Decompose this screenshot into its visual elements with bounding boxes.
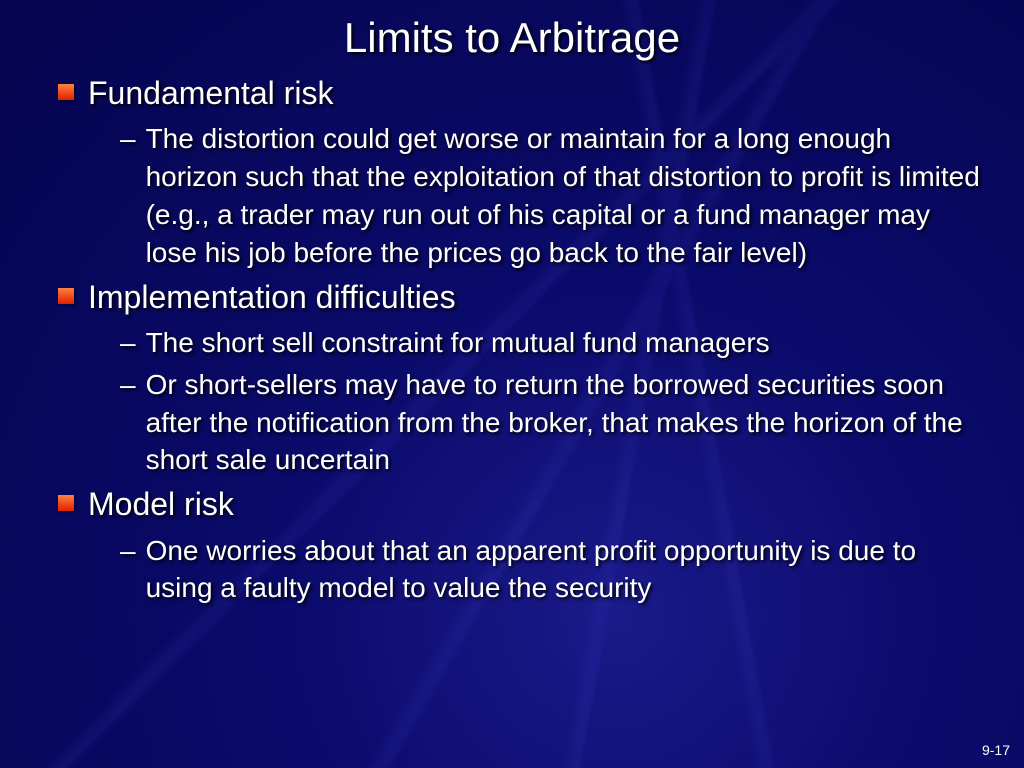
square-bullet-icon bbox=[58, 288, 74, 304]
bullet-text: The short sell constraint for mutual fun… bbox=[146, 324, 770, 362]
bullet-text: The distortion could get worse or mainta… bbox=[146, 120, 984, 271]
bullet-level2: – The short sell constraint for mutual f… bbox=[120, 324, 984, 362]
bullet-text: One worries about that an apparent profi… bbox=[146, 532, 984, 608]
dash-bullet-icon: – bbox=[120, 120, 136, 158]
bullet-level2: – Or short-sellers may have to return th… bbox=[120, 366, 984, 479]
bullet-label: Model risk bbox=[88, 485, 234, 523]
dash-bullet-icon: – bbox=[120, 366, 136, 404]
slide-title: Limits to Arbitrage bbox=[40, 14, 984, 62]
bullet-level1: Fundamental risk bbox=[58, 74, 984, 112]
square-bullet-icon bbox=[58, 495, 74, 511]
page-number: 9-17 bbox=[982, 742, 1010, 758]
dash-bullet-icon: – bbox=[120, 532, 136, 570]
bullet-level1: Model risk bbox=[58, 485, 984, 523]
dash-bullet-icon: – bbox=[120, 324, 136, 362]
bullet-text: Or short-sellers may have to return the … bbox=[146, 366, 984, 479]
bullet-level1: Implementation difficulties bbox=[58, 278, 984, 316]
square-bullet-icon bbox=[58, 84, 74, 100]
bullet-level2: – The distortion could get worse or main… bbox=[120, 120, 984, 271]
bullet-level2: – One worries about that an apparent pro… bbox=[120, 532, 984, 608]
slide-content: Limits to Arbitrage Fundamental risk – T… bbox=[0, 0, 1024, 607]
bullet-label: Fundamental risk bbox=[88, 74, 333, 112]
bullet-label: Implementation difficulties bbox=[88, 278, 456, 316]
